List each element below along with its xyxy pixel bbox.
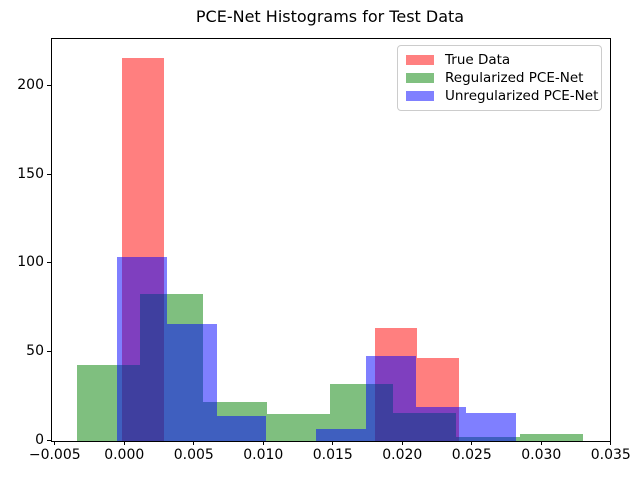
x-tick-mark xyxy=(471,441,473,445)
y-tick-label: 0 xyxy=(35,431,44,448)
legend-swatch-true-data xyxy=(406,55,434,65)
histogram-bar-s2-b2 xyxy=(216,416,267,441)
legend-item-true-data: True Data xyxy=(406,51,593,69)
histogram-bar-s2-b5 xyxy=(366,355,416,441)
histogram-bar-s2-b7 xyxy=(465,412,516,441)
histogram-bar-s2-b0 xyxy=(116,256,167,441)
x-tick-mark xyxy=(123,441,125,445)
x-tick-mark xyxy=(332,441,334,445)
legend-label-unregularized: Unregularized PCE-Net xyxy=(445,88,599,104)
y-tick-label: 150 xyxy=(17,165,44,182)
legend-label-regularized: Regularized PCE-Net xyxy=(445,70,584,86)
histogram-bar-s2-b4 xyxy=(316,428,367,441)
legend-swatch-regularized xyxy=(406,73,434,83)
y-tick-mark xyxy=(47,262,51,264)
legend-swatch-unregularized xyxy=(406,91,434,101)
y-tick-mark xyxy=(47,173,51,175)
legend-item-unregularized: Unregularized PCE-Net xyxy=(406,87,598,105)
x-tick-label: 0.000 xyxy=(104,447,145,463)
x-tick-label: 0.015 xyxy=(312,447,353,463)
x-tick-label: 0.010 xyxy=(243,447,284,463)
x-tick-mark xyxy=(262,441,264,445)
y-tick-label: 200 xyxy=(17,77,44,94)
x-tick-label: −0.005 xyxy=(28,447,81,463)
y-tick-mark xyxy=(47,439,51,441)
x-tick-label: 0.025 xyxy=(451,447,492,463)
histogram-bar-s2-b1 xyxy=(166,324,217,441)
x-tick-mark xyxy=(193,441,195,445)
y-tick-label: 100 xyxy=(17,254,44,271)
x-tick-mark xyxy=(54,441,56,445)
x-tick-mark xyxy=(401,441,403,445)
legend: True Data Regularized PCE-Net Unregulari… xyxy=(397,45,602,111)
histogram-bar-s2-b6 xyxy=(416,407,466,441)
x-tick-mark xyxy=(540,441,542,445)
x-tick-mark xyxy=(610,441,612,445)
y-tick-mark xyxy=(47,350,51,352)
y-tick-label: 50 xyxy=(26,342,44,359)
legend-label-true-data: True Data xyxy=(445,52,511,68)
histogram-bar-s1-b7 xyxy=(519,433,583,441)
x-tick-label: 0.020 xyxy=(382,447,423,463)
y-tick-mark xyxy=(47,85,51,87)
x-tick-label: 0.030 xyxy=(521,447,562,463)
bars-layer xyxy=(52,39,610,441)
x-tick-label: 0.005 xyxy=(173,447,214,463)
legend-item-regularized: Regularized PCE-Net xyxy=(406,69,593,87)
chart-title: PCE-Net Histograms for Test Data xyxy=(195,7,465,26)
x-tick-label: 0.035 xyxy=(590,447,631,463)
